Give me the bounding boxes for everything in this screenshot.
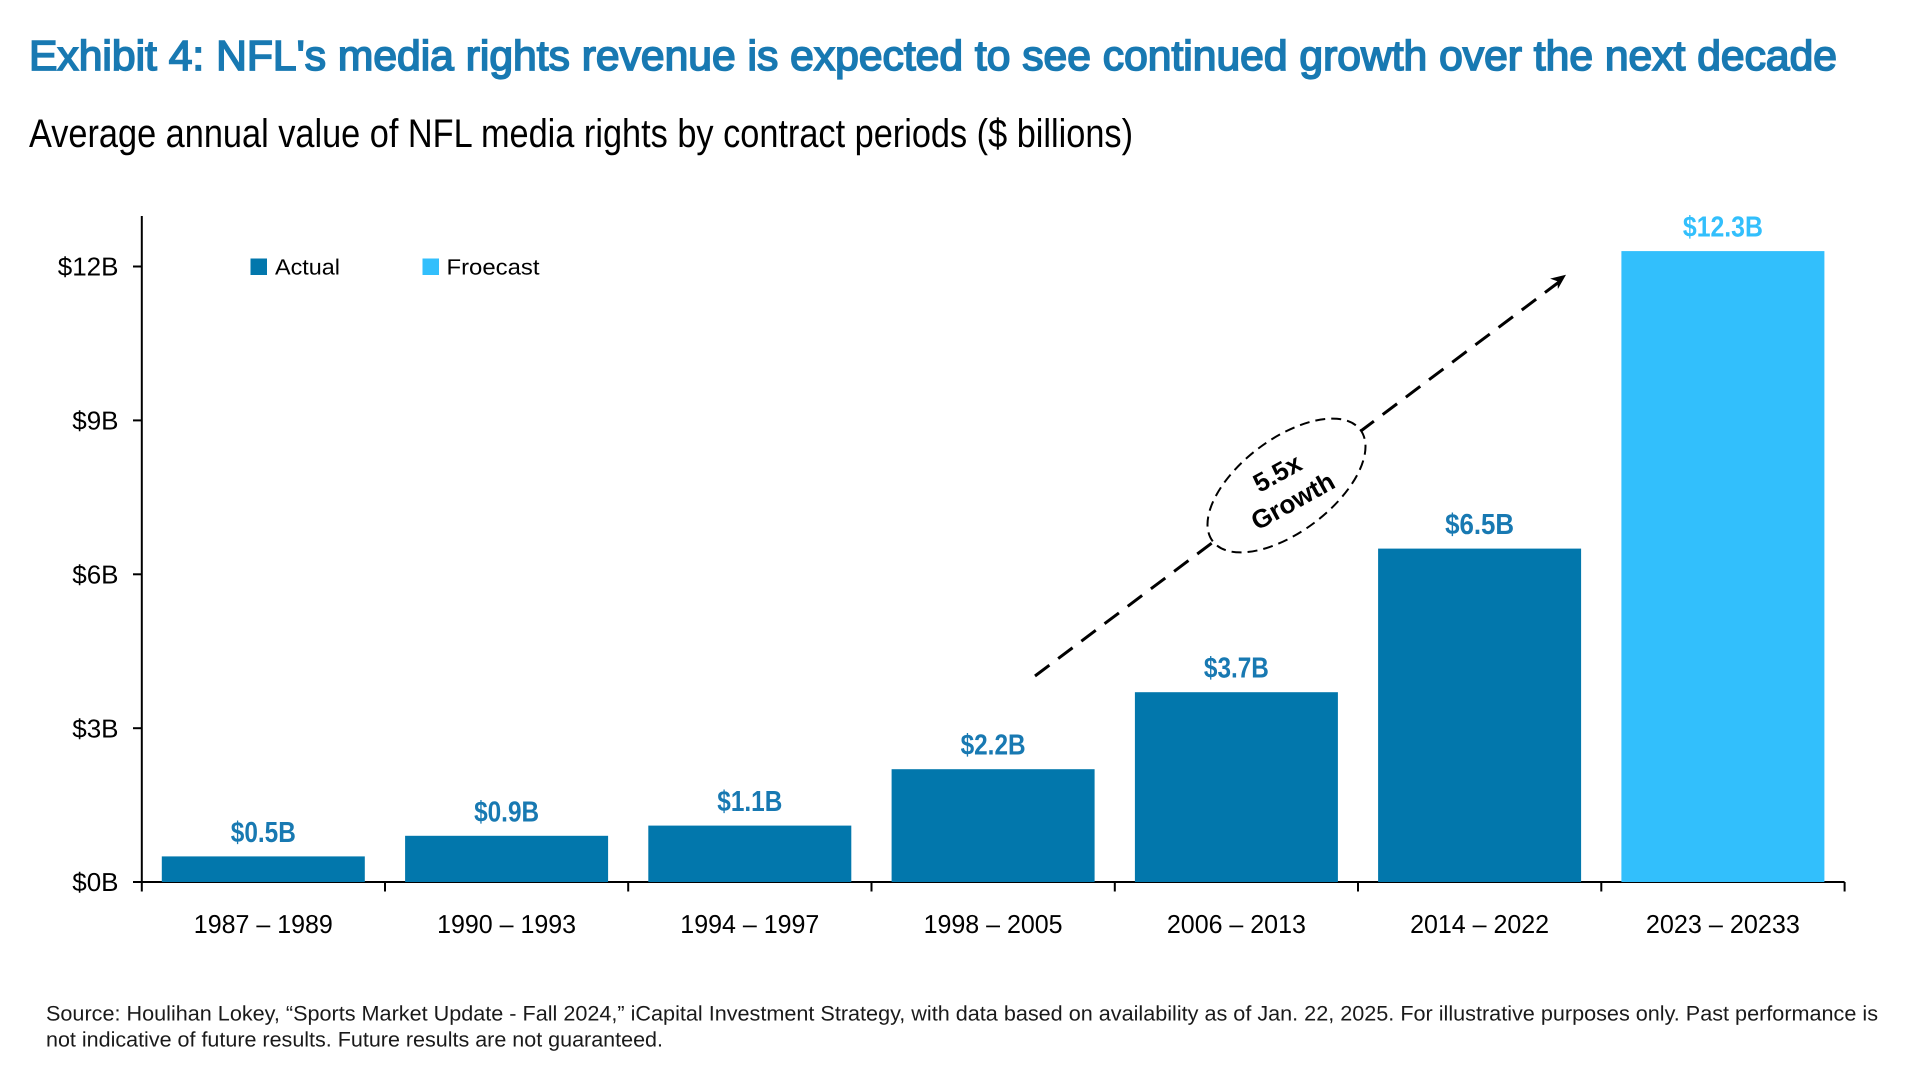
svg-text:$0.9B: $0.9B [474, 796, 539, 828]
svg-text:Average annual value of NFL me: Average annual value of NFL media rights… [29, 112, 1133, 156]
svg-text:$9B: $9B [72, 406, 118, 436]
svg-text:1994 – 1997: 1994 – 1997 [680, 909, 819, 939]
svg-text:$3.7B: $3.7B [1204, 653, 1269, 685]
svg-text:2023 – 20233: 2023 – 20233 [1646, 909, 1800, 939]
svg-text:$1.1B: $1.1B [717, 786, 782, 818]
svg-text:$6.5B: $6.5B [1445, 509, 1514, 541]
svg-text:1998 – 2005: 1998 – 2005 [924, 909, 1063, 939]
svg-text:2014 – 2022: 2014 – 2022 [1410, 909, 1549, 939]
svg-text:$3B: $3B [72, 713, 118, 743]
svg-text:Actual: Actual [275, 255, 340, 280]
svg-text:Froecast: Froecast [447, 255, 540, 280]
svg-text:1990 – 1993: 1990 – 1993 [437, 909, 576, 939]
svg-text:$12.3B: $12.3B [1683, 212, 1763, 244]
svg-text:2006 – 2013: 2006 – 2013 [1167, 909, 1306, 939]
svg-text:$0.5B: $0.5B [231, 817, 296, 849]
svg-text:$2.2B: $2.2B [961, 730, 1026, 762]
svg-text:$12B: $12B [58, 252, 119, 282]
svg-text:1987 – 1989: 1987 – 1989 [194, 909, 333, 939]
svg-text:Source: Houlihan Lokey, “Sport: Source: Houlihan Lokey, “Sports Market U… [46, 1003, 1878, 1026]
svg-text:not indicative of future resul: not indicative of future results. Future… [46, 1028, 663, 1051]
svg-text:$6B: $6B [72, 560, 118, 590]
svg-text:Exhibit 4: NFL's media rights: Exhibit 4: NFL's media rights revenue is… [29, 32, 1837, 79]
svg-text:$0B: $0B [72, 867, 118, 897]
